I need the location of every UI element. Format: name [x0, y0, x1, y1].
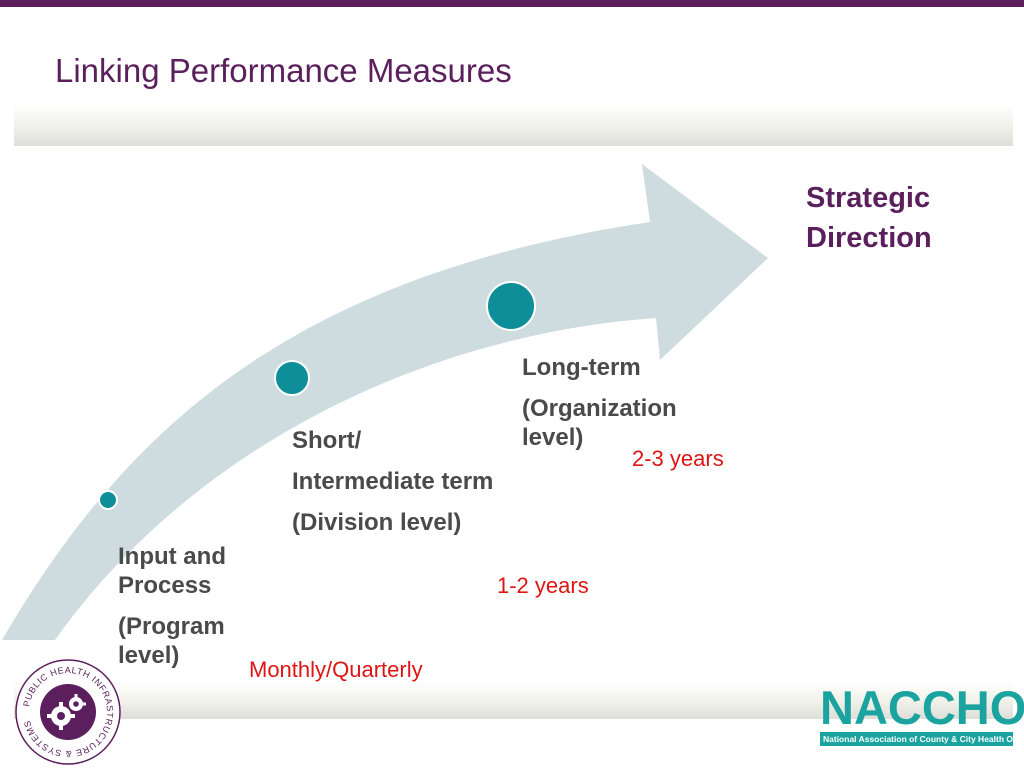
naccho-logo: NACCHO National Association of County & … [820, 681, 1024, 746]
milestone-dot-program [98, 490, 118, 510]
milestone-dot-organization [486, 281, 536, 331]
footer-band [14, 681, 1013, 719]
stage-label-organization: Long-term (Organization level) [522, 353, 722, 464]
duration-program: Monthly/Quarterly [249, 657, 423, 682]
goal-line-2: Direction [806, 222, 932, 254]
gears-icon [47, 694, 86, 730]
curved-arrow [2, 164, 768, 640]
naccho-tagline: National Association of County & City He… [820, 732, 1024, 746]
stage-program-line-1: Input and Process [118, 543, 226, 599]
stage-organization-line-2: (Organization level) [522, 395, 677, 451]
header-band [14, 104, 1013, 146]
goal-line-1: Strategic [806, 182, 931, 214]
stage-division-line-1: Short/ [292, 427, 362, 454]
naccho-wordmark: NACCHO [820, 681, 1024, 734]
duration-organization: 2-3 years [632, 446, 724, 471]
stage-label-division: Short/ Intermediate term (Division level… [292, 426, 502, 549]
phis-seal-logo: PUBLIC HEALTH INFRASTRUCTURE & SYSTEMS [15, 659, 121, 765]
stage-organization-line-1: Long-term [522, 354, 641, 381]
stage-label-program: Input and Process (Program level) [118, 542, 258, 682]
stage-division-line-3: (Division level) [292, 509, 462, 536]
duration-division: 1-2 years [497, 573, 589, 598]
slide-title: Linking Performance Measures [55, 52, 512, 89]
strategic-direction-label: Strategic Direction [806, 178, 932, 258]
stage-program-line-2: (Program level) [118, 613, 225, 669]
top-accent-bar [0, 0, 1024, 7]
milestone-dot-division [274, 360, 310, 396]
stage-division-line-2: Intermediate term [292, 468, 494, 495]
